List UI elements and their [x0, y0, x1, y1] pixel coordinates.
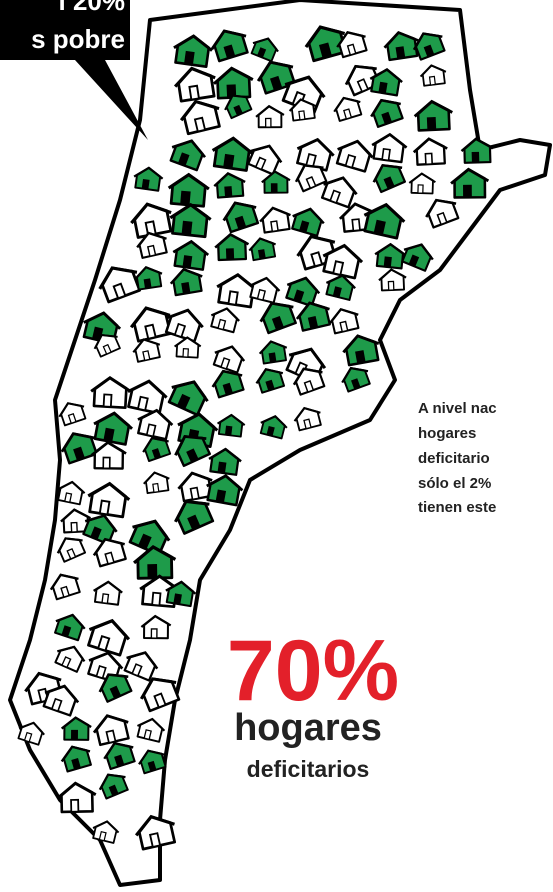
side-text-line: tienen este: [418, 499, 496, 516]
side-text-line: A nivel nac: [418, 400, 497, 417]
side-text-line: deficitario: [418, 450, 490, 467]
side-text: A nivel nac hogares deficitario sólo el …: [418, 400, 497, 516]
side-text-line: sólo el 2%: [418, 475, 491, 492]
speech-bubble: l 20% s pobre: [0, 0, 148, 140]
side-text-line: hogares: [418, 425, 476, 442]
headline-line: hogares: [234, 707, 382, 749]
page: l 20% s pobre 70% hogares deficitarios A…: [0, 0, 553, 892]
headline-percent: 70%: [227, 623, 399, 719]
headline-line: deficitarios: [247, 756, 370, 782]
bubble-shape: [0, 0, 148, 140]
bubble-text: l 20%: [59, 0, 126, 16]
bubble-text: s pobre: [31, 24, 125, 54]
infographic: l 20% s pobre 70% hogares deficitarios A…: [0, 0, 553, 892]
